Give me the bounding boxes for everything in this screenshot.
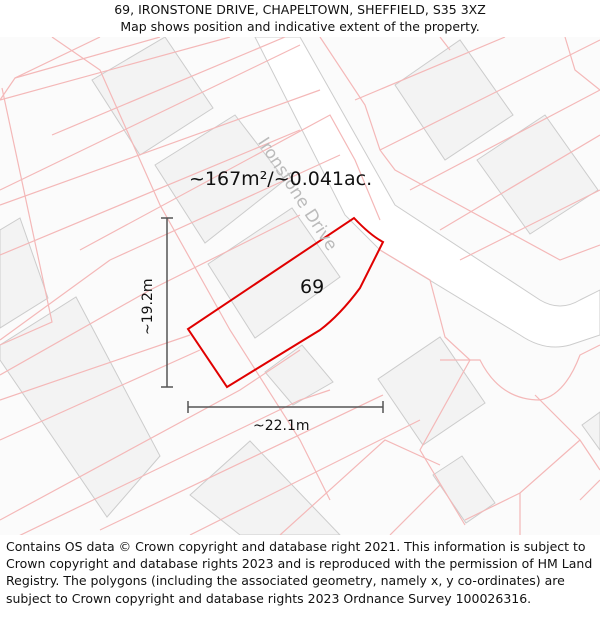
area-label: ~167m²/~0.041ac. xyxy=(189,168,373,190)
dimension-horizontal-label: ~22.1m xyxy=(253,418,310,434)
parcel-boundaries xyxy=(0,37,600,535)
dimension-vertical-line xyxy=(161,217,173,388)
map-subtitle: Map shows position and indicative extent… xyxy=(120,19,480,34)
page-header: 69, IRONSTONE DRIVE, CHAPELTOWN, SHEFFIE… xyxy=(0,0,600,39)
property-address-title: 69, IRONSTONE DRIVE, CHAPELTOWN, SHEFFIE… xyxy=(114,2,486,17)
road-ironstone-drive xyxy=(254,37,600,348)
property-boundary-outline[interactable] xyxy=(186,216,385,389)
dimension-horizontal-line xyxy=(187,401,384,413)
dimension-vertical-label: ~19.2m xyxy=(140,278,156,335)
copyright-attribution: Contains OS data © Crown copyright and d… xyxy=(6,539,593,606)
property-map[interactable]: Ironstone Drive ~167m²/~0.041ac. 69 ~19.… xyxy=(0,37,600,535)
plot-number-label: 69 xyxy=(300,276,325,298)
